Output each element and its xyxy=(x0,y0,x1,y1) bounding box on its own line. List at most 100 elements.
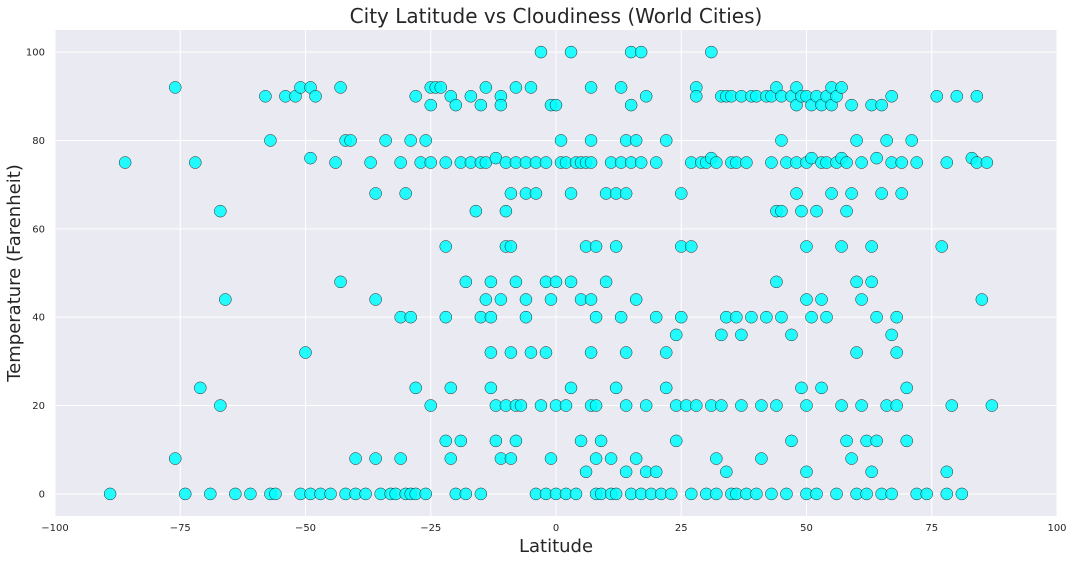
tick-labels: −100 −75 −50 −25 0 25 50 75 100 0 20 40 60 80 100 xyxy=(26,48,1067,534)
data-point xyxy=(945,399,959,412)
data-point xyxy=(659,134,673,147)
data-point xyxy=(885,328,898,342)
data-point xyxy=(579,465,593,479)
data-point xyxy=(770,275,783,289)
data-point xyxy=(514,399,528,412)
data-point xyxy=(685,240,698,253)
data-point xyxy=(564,275,578,289)
data-point xyxy=(659,346,673,359)
data-point xyxy=(940,156,954,169)
data-point xyxy=(855,156,868,169)
data-point xyxy=(434,81,448,94)
data-point xyxy=(745,310,758,324)
data-point xyxy=(639,399,653,412)
x-tick-label: −50 xyxy=(295,523,316,534)
data-point xyxy=(504,346,518,359)
data-point xyxy=(895,156,908,169)
data-point xyxy=(825,187,838,200)
data-point xyxy=(394,452,407,465)
data-point xyxy=(269,487,282,501)
data-point xyxy=(800,240,813,253)
x-tick-label: −100 xyxy=(41,523,68,534)
data-point xyxy=(619,346,633,359)
data-point xyxy=(614,81,628,94)
y-tick-label: 20 xyxy=(32,401,45,412)
data-point xyxy=(890,346,903,359)
data-point xyxy=(619,187,633,200)
data-point xyxy=(800,399,813,412)
data-point xyxy=(564,381,578,395)
data-point xyxy=(334,275,347,289)
data-point xyxy=(624,98,638,112)
data-point xyxy=(569,487,583,501)
data-point xyxy=(504,452,518,465)
data-point xyxy=(835,81,848,94)
data-point xyxy=(885,90,898,103)
data-point xyxy=(775,310,788,324)
data-point xyxy=(735,399,748,412)
data-point xyxy=(765,487,778,501)
data-point xyxy=(214,399,227,412)
data-point xyxy=(835,399,848,412)
data-point xyxy=(424,156,437,169)
data-point xyxy=(795,204,808,218)
data-point xyxy=(735,328,748,342)
data-point xyxy=(880,134,893,147)
data-point xyxy=(168,452,182,465)
data-point xyxy=(840,204,853,218)
data-point xyxy=(865,240,878,253)
data-point xyxy=(760,310,773,324)
data-point xyxy=(474,487,488,501)
data-point xyxy=(439,240,453,253)
data-point xyxy=(970,90,984,103)
data-point xyxy=(845,187,858,200)
data-point xyxy=(755,399,768,412)
data-point xyxy=(264,134,277,147)
data-point xyxy=(559,399,573,412)
data-point xyxy=(594,434,608,448)
data-point xyxy=(589,240,603,253)
data-point xyxy=(649,310,663,324)
data-point xyxy=(710,156,723,169)
data-point xyxy=(474,98,488,112)
data-point xyxy=(499,204,513,218)
data-point xyxy=(329,156,342,169)
data-point xyxy=(755,452,768,465)
x-tick-label: −25 xyxy=(420,523,441,534)
data-point xyxy=(179,487,192,501)
data-point xyxy=(404,134,417,147)
data-point xyxy=(534,45,548,59)
data-point xyxy=(975,293,989,306)
data-point xyxy=(519,310,533,324)
y-tick-label: 60 xyxy=(32,224,45,235)
data-point xyxy=(369,187,382,200)
data-point xyxy=(524,81,538,94)
y-tick-label: 100 xyxy=(26,48,45,59)
data-point xyxy=(875,98,888,112)
data-point xyxy=(619,399,633,412)
data-point xyxy=(910,156,923,169)
data-point xyxy=(955,487,969,501)
data-point xyxy=(584,156,598,169)
data-point xyxy=(639,90,653,103)
data-point xyxy=(795,381,808,395)
data-point xyxy=(379,134,392,147)
data-point xyxy=(544,293,558,306)
data-point xyxy=(669,328,683,342)
data-point xyxy=(424,98,437,112)
y-tick-label: 80 xyxy=(32,136,45,147)
data-point xyxy=(810,204,823,218)
data-point xyxy=(509,275,523,289)
data-point xyxy=(865,465,878,479)
data-point xyxy=(524,346,538,359)
data-point xyxy=(584,81,598,94)
data-point xyxy=(454,434,468,448)
data-point xyxy=(484,381,498,395)
data-point xyxy=(920,487,933,501)
data-point xyxy=(103,487,117,501)
data-point xyxy=(439,434,453,448)
data-point xyxy=(950,90,964,103)
data-point xyxy=(895,187,908,200)
data-point xyxy=(815,293,828,306)
